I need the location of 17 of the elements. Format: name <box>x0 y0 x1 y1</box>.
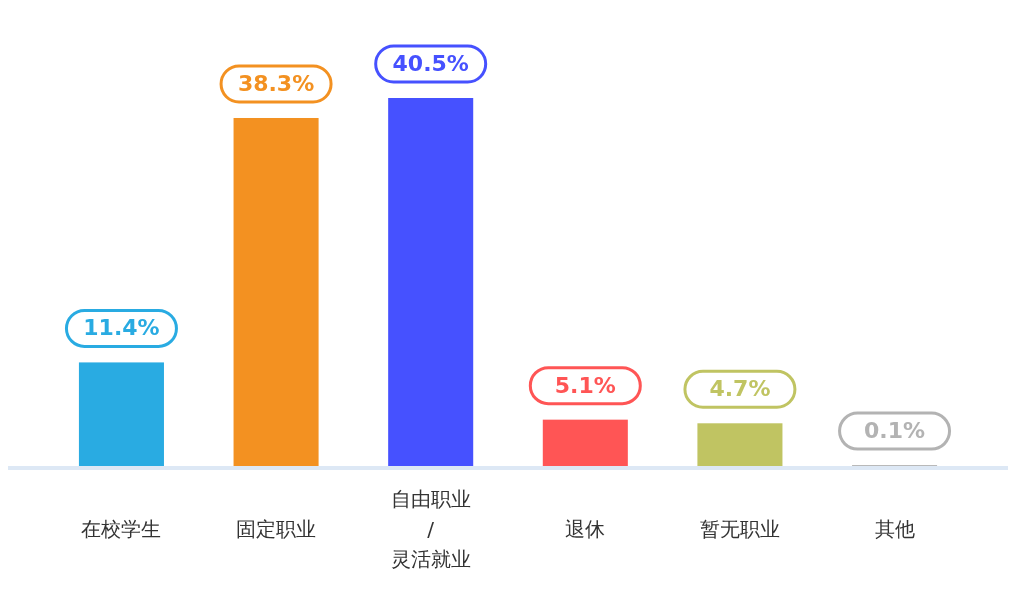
x-tick-label: 退休 <box>565 517 606 541</box>
x-tick-label: 固定职业 <box>236 517 317 541</box>
x-tick-label: 自由职业 / 灵活就业 <box>390 487 471 571</box>
bar <box>233 117 319 466</box>
data-label: 0.1% <box>864 418 926 444</box>
x-tick-label: 暂无职业 <box>699 517 780 541</box>
data-label: 5.1% <box>554 372 616 398</box>
data-label: 38.3% <box>237 70 315 96</box>
x-tick-label: 其他 <box>874 517 915 541</box>
data-label: 40.5% <box>392 51 469 76</box>
bar <box>78 362 164 466</box>
x-tick-label: 在校学生 <box>81 517 162 541</box>
bar <box>697 423 783 466</box>
data-label: 11.4% <box>83 315 160 341</box>
bar <box>388 98 474 466</box>
bar <box>542 419 628 466</box>
data-label: 4.7% <box>709 376 771 402</box>
